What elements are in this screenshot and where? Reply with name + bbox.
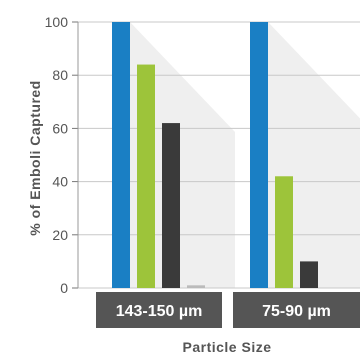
category-label: 75-90 µm [262, 303, 331, 320]
bar [275, 176, 293, 288]
y-tick-label: 100 [45, 14, 69, 30]
bar [162, 123, 180, 288]
y-tick-label: 0 [60, 280, 68, 296]
bar [137, 64, 155, 288]
category-label-box [96, 292, 222, 328]
category-label-box [233, 292, 360, 328]
y-tick-label: 20 [52, 227, 68, 243]
y-tick-label: 40 [52, 174, 68, 190]
y-axis-title: % of Emboli Captured [27, 80, 43, 235]
bar [112, 22, 130, 288]
bar [250, 22, 268, 288]
x-axis-title: Particle Size [183, 339, 272, 355]
category-label: 143-150 µm [116, 303, 203, 320]
y-tick-label: 60 [52, 120, 68, 136]
bar [300, 261, 318, 288]
bar [187, 285, 205, 288]
category-label-layer: 143-150 µm 75-90 µm [96, 292, 360, 328]
y-tick-layer: 0 20 40 60 80 100 [45, 14, 79, 296]
y-tick-label: 80 [52, 67, 68, 83]
bar-layer [112, 22, 318, 288]
